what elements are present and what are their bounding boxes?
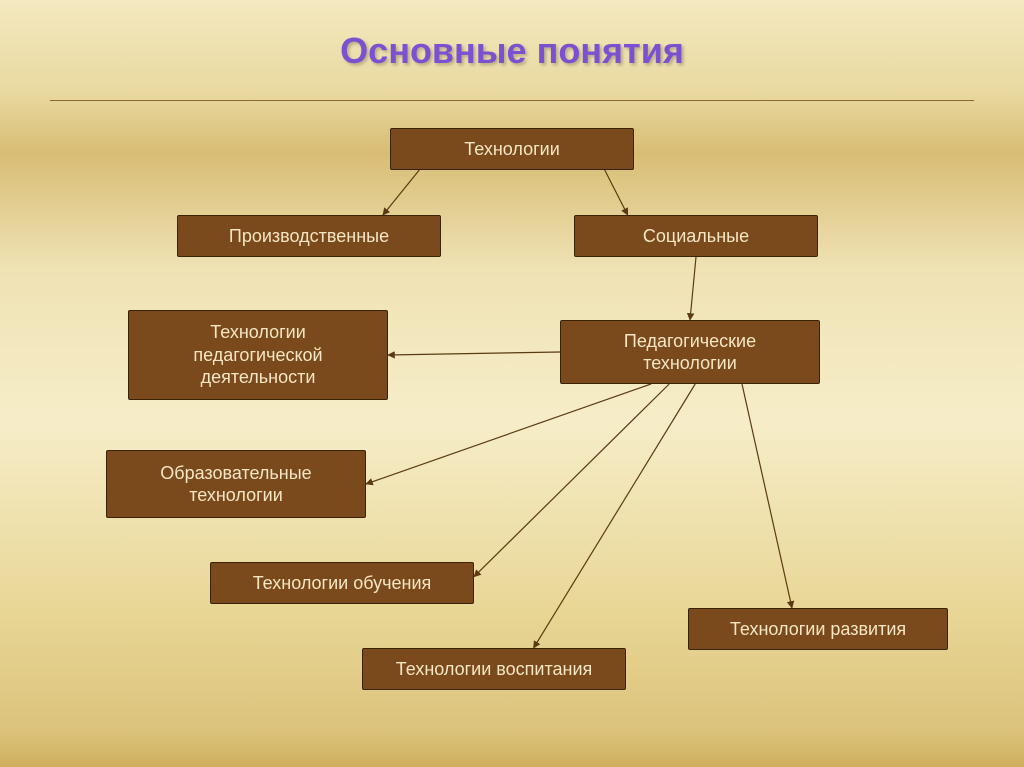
node-nurture: Технологии воспитания [362, 648, 626, 690]
edge-ped_tech-to-develop [742, 384, 792, 608]
edge-ped_tech-to-teach [474, 384, 669, 577]
title-divider [50, 100, 974, 101]
node-ped_act: Технологиипедагогическойдеятельности [128, 310, 388, 400]
node-tech: Технологии [390, 128, 634, 170]
node-prod: Производственные [177, 215, 441, 257]
edge-soc-to-ped_tech [690, 257, 696, 320]
node-ped_tech: Педагогическиетехнологии [560, 320, 820, 384]
page-title: Основные понятия [0, 30, 1024, 72]
edge-ped_tech-to-ped_act [388, 352, 560, 355]
node-develop: Технологии развития [688, 608, 948, 650]
diagram-canvas: Основные понятия Технологии Производствен… [0, 0, 1024, 767]
edge-tech-to-soc [605, 170, 628, 215]
node-edu: Образовательныетехнологии [106, 450, 366, 518]
node-soc: Социальные [574, 215, 818, 257]
edge-ped_tech-to-nurture [534, 384, 696, 648]
node-teach: Технологии обучения [210, 562, 474, 604]
edge-tech-to-prod [383, 170, 419, 215]
edge-ped_tech-to-edu [366, 384, 651, 484]
